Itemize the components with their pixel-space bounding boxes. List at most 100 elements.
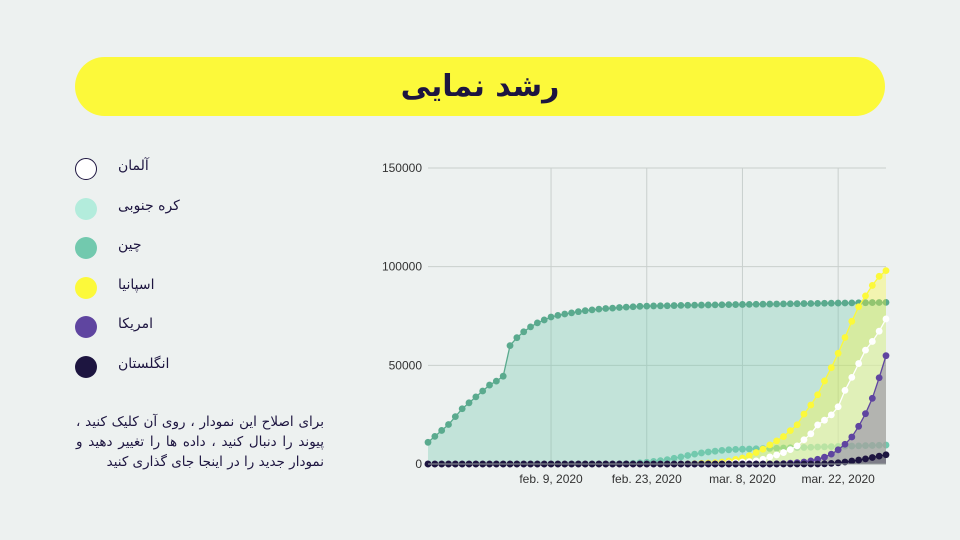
data-point bbox=[827, 450, 835, 458]
data-point bbox=[759, 455, 767, 463]
data-point bbox=[650, 302, 657, 310]
data-point bbox=[663, 302, 671, 310]
data-point bbox=[827, 411, 835, 419]
data-point bbox=[670, 454, 678, 462]
data-point bbox=[827, 299, 835, 307]
data-point bbox=[616, 304, 623, 311]
y-tick-label: 100000 bbox=[382, 260, 422, 274]
data-point bbox=[834, 403, 842, 411]
data-point bbox=[793, 300, 801, 308]
data-point bbox=[622, 303, 630, 311]
data-point bbox=[499, 372, 507, 380]
data-point bbox=[677, 453, 685, 461]
data-point bbox=[807, 443, 815, 451]
data-point bbox=[766, 300, 774, 308]
data-point bbox=[472, 393, 480, 401]
data-point bbox=[718, 446, 726, 454]
data-point bbox=[718, 301, 726, 309]
data-point bbox=[506, 342, 514, 349]
data-point bbox=[855, 422, 863, 430]
legend-item-usa: امریکا bbox=[74, 312, 324, 352]
data-point bbox=[739, 301, 746, 308]
data-point bbox=[739, 445, 746, 453]
data-point bbox=[821, 377, 828, 385]
data-point bbox=[698, 449, 705, 457]
data-point bbox=[513, 334, 521, 342]
data-point bbox=[875, 299, 883, 306]
legend-swatch-china bbox=[75, 237, 97, 259]
data-point bbox=[711, 301, 719, 309]
data-point bbox=[834, 349, 842, 357]
series-0 bbox=[424, 298, 890, 464]
data-point bbox=[855, 456, 863, 464]
data-point bbox=[636, 302, 644, 310]
data-point bbox=[629, 303, 637, 311]
data-point bbox=[684, 452, 692, 459]
x-tick-label: mar. 22, 2020 bbox=[801, 472, 875, 486]
data-point bbox=[862, 410, 869, 418]
data-point bbox=[841, 386, 849, 394]
legend-swatch-germany bbox=[75, 158, 97, 180]
data-point bbox=[793, 442, 801, 450]
data-point bbox=[540, 316, 548, 324]
data-point bbox=[841, 299, 849, 307]
data-point bbox=[827, 364, 835, 372]
legend-item-germany: آلمان bbox=[74, 154, 324, 194]
legend-item-south-korea: کره جنوبی bbox=[74, 194, 324, 234]
data-point bbox=[868, 394, 876, 402]
legend-label-usa: امریکا bbox=[118, 316, 154, 332]
data-point bbox=[766, 453, 774, 461]
data-point bbox=[800, 436, 808, 444]
data-point bbox=[814, 299, 822, 307]
data-point bbox=[862, 442, 869, 450]
data-point bbox=[793, 421, 801, 429]
y-tick-label: 50000 bbox=[389, 358, 423, 372]
data-point bbox=[821, 299, 828, 307]
data-point bbox=[862, 299, 869, 307]
data-point bbox=[773, 437, 781, 445]
data-point bbox=[882, 451, 890, 459]
data-point bbox=[725, 446, 733, 454]
data-point bbox=[581, 307, 589, 315]
x-tick-label: mar. 8, 2020 bbox=[709, 472, 776, 486]
data-point bbox=[479, 387, 487, 395]
data-point bbox=[595, 305, 603, 313]
data-point bbox=[814, 421, 822, 429]
data-point bbox=[848, 317, 856, 325]
data-point bbox=[711, 447, 719, 455]
legend-label-south-korea: کره جنوبی bbox=[118, 197, 180, 214]
data-point bbox=[855, 303, 863, 311]
data-point bbox=[868, 299, 876, 306]
data-point bbox=[800, 300, 808, 307]
data-point bbox=[780, 300, 787, 308]
data-point bbox=[766, 441, 774, 449]
data-point bbox=[875, 441, 883, 449]
data-point bbox=[862, 292, 869, 300]
chart-series bbox=[424, 267, 890, 468]
data-point bbox=[568, 309, 575, 317]
y-tick-label: 150000 bbox=[382, 161, 422, 175]
data-point bbox=[486, 381, 493, 389]
data-point bbox=[465, 399, 473, 407]
data-point bbox=[807, 430, 815, 438]
data-point bbox=[786, 427, 794, 435]
data-point bbox=[424, 438, 432, 446]
title-bar: رشد نمایی bbox=[75, 57, 885, 116]
data-point bbox=[602, 305, 610, 312]
legend-swatch-spain bbox=[75, 276, 97, 299]
x-tick-label: feb. 9, 2020 bbox=[519, 472, 583, 486]
data-point bbox=[875, 272, 883, 280]
data-point bbox=[492, 377, 500, 385]
data-point bbox=[862, 455, 869, 463]
data-point bbox=[561, 310, 569, 318]
legend-label-uk: انگلستان bbox=[118, 355, 170, 372]
data-point bbox=[780, 433, 787, 440]
data-point bbox=[848, 299, 856, 307]
data-point bbox=[773, 451, 781, 459]
data-point bbox=[814, 455, 822, 463]
legend-label-spain: اسپانیا bbox=[118, 276, 155, 293]
data-point bbox=[745, 452, 753, 460]
data-point bbox=[773, 444, 781, 452]
data-point bbox=[841, 440, 849, 448]
